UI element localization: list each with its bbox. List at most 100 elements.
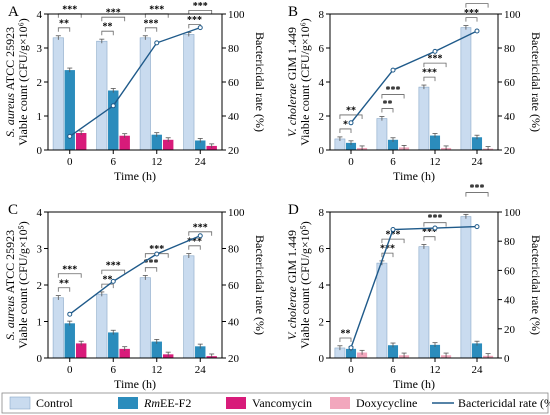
x-tick-label: 0 xyxy=(348,156,354,168)
bar-rmee-f2-0 xyxy=(345,142,357,150)
bar-rmee-f2-0 xyxy=(64,70,75,150)
bar-vancomycin-0 xyxy=(75,133,87,150)
rate-point-24 xyxy=(197,25,203,31)
bar-vancomycin-12 xyxy=(162,139,174,150)
y2-tick-label: 80 xyxy=(504,236,516,248)
bar-rmee-f2-24 xyxy=(471,343,483,358)
y-tick-label: 6 xyxy=(319,244,325,256)
bar-rmee-f2-24 xyxy=(195,346,206,358)
sig-label: *** xyxy=(62,4,77,15)
rate-point-12 xyxy=(432,48,438,54)
sig-bracket xyxy=(423,222,447,227)
sig-bracket xyxy=(339,128,352,133)
sig-bracket xyxy=(381,252,394,258)
rate-point-0 xyxy=(348,120,354,126)
legend-label: Control xyxy=(36,396,73,410)
sig-label: *** xyxy=(187,236,202,247)
rate-point-24 xyxy=(474,224,480,230)
sig-bracket xyxy=(465,17,478,22)
sig-bracket xyxy=(101,283,114,289)
sig-label: *** xyxy=(187,15,202,26)
bar-rmee-f2-24 xyxy=(471,137,483,150)
rate-line xyxy=(69,235,201,315)
x-tick-label: 12 xyxy=(151,156,162,168)
legend-swatch xyxy=(118,397,138,409)
panel-c: C********** ************01234204060801000… xyxy=(3,202,267,391)
sig-bracket xyxy=(381,238,405,244)
bar-rmee-f2-24 xyxy=(195,140,206,150)
sig-bracket xyxy=(423,236,436,241)
y2-tick-label: 80 xyxy=(228,43,240,55)
y-tick-label: 2 xyxy=(37,77,43,89)
y-tick-label: 0 xyxy=(37,145,43,157)
y-tick-label: 4 xyxy=(37,207,43,219)
y2-tick-label: 20 xyxy=(228,145,240,157)
rate-point-6 xyxy=(390,227,396,233)
y-tick-label: 0 xyxy=(319,353,325,365)
species-name: S. aureus xyxy=(3,296,17,341)
bar-doxycycline-0 xyxy=(357,352,368,358)
y2-tick-label: 100 xyxy=(228,207,245,219)
sig-label: *** xyxy=(144,18,159,29)
sig-bracket xyxy=(57,273,82,278)
y-tick-label: 0 xyxy=(37,353,43,365)
y2-tick-label: 0 xyxy=(504,353,510,365)
y-tick-label: 4 xyxy=(37,9,43,21)
panel-letter: C xyxy=(8,202,18,218)
sig-bracket xyxy=(144,267,158,272)
sig-label: ** xyxy=(59,18,69,29)
bar-control-6 xyxy=(96,40,108,151)
rate-point-6 xyxy=(110,103,116,109)
y-tick-label: 0 xyxy=(319,145,325,157)
sig-bracket xyxy=(381,94,405,99)
sig-label: ** xyxy=(382,99,392,110)
bar-rmee-f2-12 xyxy=(429,135,441,150)
x-axis-title: Time (h) xyxy=(114,169,156,183)
y-axis-title: Viable count (CFU/g×10⁶) xyxy=(298,18,312,146)
y-tick-label: 2 xyxy=(319,111,325,123)
bar-rmee-f2-0 xyxy=(64,323,75,358)
legend-swatch xyxy=(330,397,350,409)
y2-tick-label: 40 xyxy=(228,317,240,329)
sig-label: *** xyxy=(428,54,443,65)
x-tick-label: 24 xyxy=(472,156,484,168)
y2-axis-title: Bactericidal rate (%) xyxy=(253,235,267,335)
sig-label: *** xyxy=(380,244,395,255)
sig-label: *** xyxy=(422,227,437,238)
sig-label: *** xyxy=(106,261,121,272)
bar-control-0 xyxy=(52,37,64,151)
y2-tick-label: 40 xyxy=(504,295,516,307)
rate-point-6 xyxy=(110,278,116,284)
y2-tick-label: 60 xyxy=(228,77,240,89)
y-axis-title-species: S. aureus ATCC 25923 xyxy=(3,230,17,340)
bar-control-6 xyxy=(376,262,388,359)
x-tick-label: 12 xyxy=(430,364,441,376)
panel-letter: A xyxy=(8,4,19,20)
bar-control-12 xyxy=(418,86,430,151)
sig-bracket xyxy=(57,287,71,292)
y2-tick-label: 20 xyxy=(228,353,240,365)
y-tick-label: 4 xyxy=(319,280,325,292)
legend-label: Bactericidal rate (%) xyxy=(458,396,550,410)
sig-bracket xyxy=(423,62,447,68)
species-name: S. aureus xyxy=(3,93,17,138)
sig-label: ** xyxy=(103,22,113,33)
legend-swatch xyxy=(226,397,246,409)
panel-a: A**********************01234204060801000… xyxy=(3,1,267,183)
strain-name: GIM 1.449 xyxy=(285,230,299,286)
bar-rmee-f2-6 xyxy=(387,345,399,358)
sig-label: *** xyxy=(149,244,164,255)
legend: Control RmEE-F2 Vancomycin Doxycycline Bacte… xyxy=(1,392,550,414)
sig-bracket xyxy=(188,245,201,250)
y2-tick-label: 20 xyxy=(504,324,516,336)
y-axis-title-species: S. aureus ATCC 25923 xyxy=(3,27,17,137)
sig-label: *** xyxy=(422,68,437,79)
strain-name: ATCC 25923 xyxy=(3,27,17,93)
sig-bracket xyxy=(57,27,71,32)
sig-label: ** xyxy=(103,275,113,286)
y-axis-title-species: V. cholerae GIM 1.449 xyxy=(285,230,299,340)
x-axis-title: Time (h) xyxy=(114,377,156,391)
y-tick-label: 8 xyxy=(319,9,325,21)
y2-axis-title: Bactericidal rate (%) xyxy=(529,235,543,335)
